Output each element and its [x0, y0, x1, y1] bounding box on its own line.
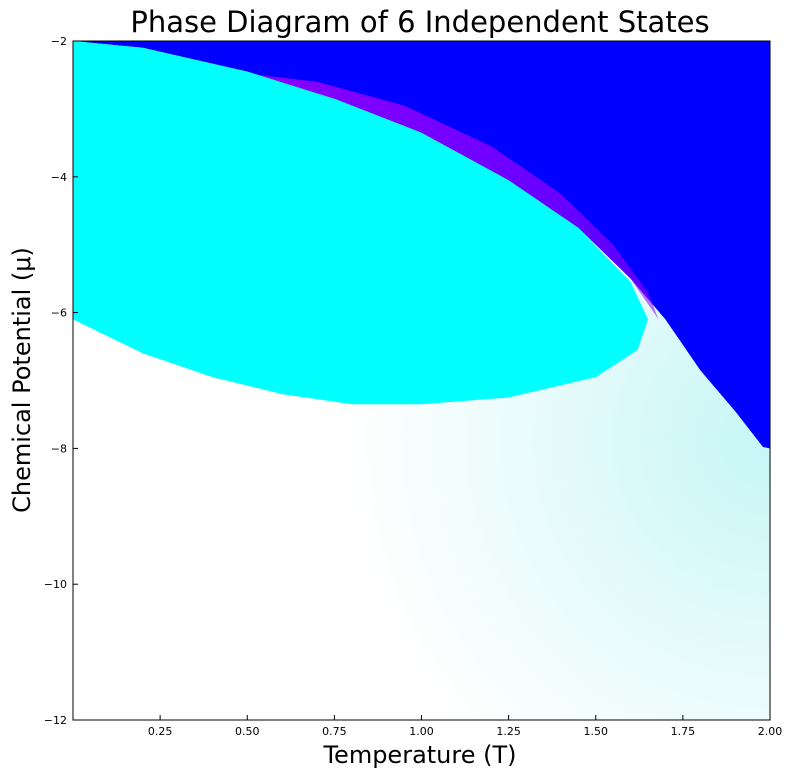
x-axis-label: Temperature (T)	[322, 741, 516, 769]
x-tick-label: 0.25	[148, 725, 173, 738]
chart-title: Phase Diagram of 6 Independent States	[130, 5, 709, 39]
y-tick-label: −8	[51, 442, 67, 455]
x-tick-label: 0.75	[322, 725, 347, 738]
x-tick-label: 2.00	[758, 725, 783, 738]
y-tick-label: −12	[44, 714, 67, 727]
y-tick-label: −4	[51, 171, 67, 184]
x-axis-ticks: 0.25 0.50 0.75 1.00 1.25 1.50 1.75 2.00	[148, 715, 782, 738]
x-tick-label: 1.25	[496, 725, 521, 738]
y-tick-label: −10	[44, 578, 67, 591]
y-tick-label: −6	[51, 307, 67, 320]
blue-phase-region	[73, 41, 770, 449]
x-tick-label: 0.50	[235, 725, 260, 738]
y-axis-ticks: −12 −10 −8 −6 −4 −2	[44, 35, 78, 727]
x-tick-label: 1.50	[584, 725, 609, 738]
y-axis-label: Chemical Potential (μ)	[8, 247, 36, 513]
cyan-phase-region	[73, 41, 648, 405]
x-tick-label: 1.00	[409, 725, 434, 738]
x-tick-label: 1.75	[671, 725, 696, 738]
y-tick-label: −2	[51, 35, 67, 48]
